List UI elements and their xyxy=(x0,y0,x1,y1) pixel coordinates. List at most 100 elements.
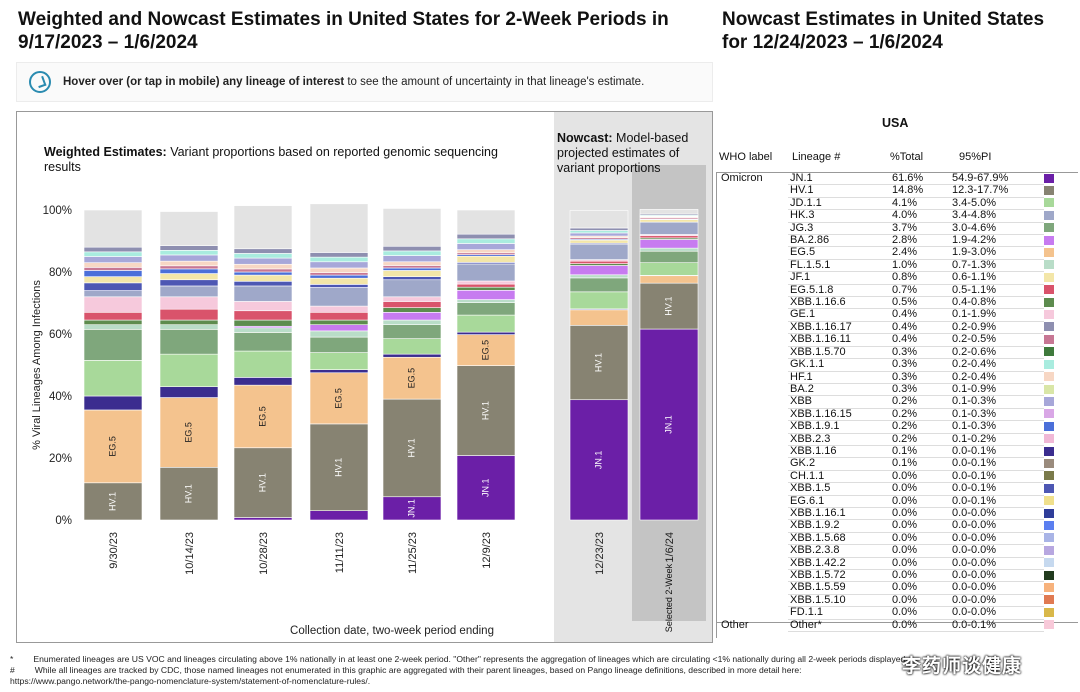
bar-segment[interactable] xyxy=(309,330,369,338)
bar-segment[interactable] xyxy=(639,221,699,235)
bar-segment[interactable] xyxy=(456,302,516,316)
bar-segment[interactable] xyxy=(233,517,293,521)
bar-segment[interactable] xyxy=(569,260,629,264)
bar-segment[interactable] xyxy=(233,253,293,259)
bar-segment[interactable] xyxy=(159,245,219,251)
bar-segment[interactable] xyxy=(309,267,369,273)
bar-segment[interactable] xyxy=(309,284,369,288)
bar-segment[interactable] xyxy=(382,319,442,325)
lineage-row[interactable]: CH.1.1 0.0% 0.0-0.1% xyxy=(718,470,1064,484)
lineage-row[interactable]: JF.1 0.8% 0.6-1.1% xyxy=(718,271,1064,285)
lineage-row[interactable]: FL.1.5.1 1.0% 0.7-1.3% xyxy=(718,259,1064,273)
bar-segment[interactable] xyxy=(382,356,442,400)
bar-segment[interactable] xyxy=(159,308,219,321)
bar-segment[interactable] xyxy=(233,274,293,282)
lineage-row[interactable]: EG.5.1.8 0.7% 0.5-1.1% xyxy=(718,284,1064,298)
bar-segment[interactable] xyxy=(309,510,369,521)
bar-segment[interactable] xyxy=(83,290,143,298)
bar-segment[interactable] xyxy=(569,239,629,244)
lineage-row[interactable]: HK.3 4.0% 3.4-4.8% xyxy=(718,209,1064,223)
bar-segment[interactable] xyxy=(159,268,219,274)
bar-segment[interactable] xyxy=(159,329,219,355)
lineage-row[interactable]: EG.5 2.4% 1.9-3.0% xyxy=(718,247,1064,260)
bar-segment[interactable] xyxy=(83,296,143,313)
bar-segment[interactable] xyxy=(309,319,369,325)
bar-segment[interactable] xyxy=(309,336,369,353)
lineage-row[interactable]: XBB.1.42.2 0.0% 0.0-0.0% xyxy=(718,557,1064,571)
bar-segment[interactable] xyxy=(233,327,293,333)
lineage-row[interactable]: XBB 0.2% 0.1-0.3% xyxy=(718,395,1064,409)
bar-segment[interactable] xyxy=(639,235,699,239)
lineage-row[interactable]: GE.1 0.4% 0.1-1.9% xyxy=(718,309,1064,322)
bar-segment[interactable] xyxy=(639,239,699,249)
bar-segment[interactable] xyxy=(456,238,516,244)
lineage-row[interactable]: XBB.1.9.1 0.2% 0.1-0.3% xyxy=(718,420,1064,434)
bar-segment[interactable] xyxy=(309,369,369,374)
bar-segment[interactable] xyxy=(382,353,442,358)
lineage-row[interactable]: JG.3 3.7% 3.0-4.6% xyxy=(718,222,1064,236)
bar-segment[interactable] xyxy=(569,230,629,234)
bar-segment[interactable] xyxy=(83,360,143,397)
bar-segment[interactable] xyxy=(382,267,442,271)
bar-segment[interactable] xyxy=(382,338,442,355)
bar-segment[interactable] xyxy=(456,263,516,282)
bar-segment[interactable] xyxy=(456,314,516,333)
bar-segment[interactable] xyxy=(456,331,516,335)
bar-segment[interactable] xyxy=(382,296,442,302)
bar-segment[interactable] xyxy=(569,232,629,237)
bar-segment[interactable] xyxy=(83,267,143,271)
bar-segment[interactable] xyxy=(456,255,516,263)
bar-segment[interactable] xyxy=(233,301,293,312)
bar-segment[interactable] xyxy=(309,287,369,307)
lineage-row[interactable]: XBB.1.9.2 0.0% 0.0-0.0% xyxy=(718,519,1064,533)
bar-segment[interactable] xyxy=(456,455,516,521)
bar-segment[interactable] xyxy=(159,353,219,387)
bar-segment[interactable] xyxy=(382,301,442,308)
bar-segment[interactable] xyxy=(159,466,219,521)
lineage-row[interactable]: BA.2 0.3% 0.1-0.9% xyxy=(718,383,1064,397)
lineage-row[interactable]: XBB.1.5.59 0.0% 0.0-0.0% xyxy=(718,582,1064,595)
lineage-row[interactable]: XBB.1.16 0.1% 0.0-0.1% xyxy=(718,445,1064,459)
lineage-row[interactable]: XBB.1.16.15 0.2% 0.1-0.3% xyxy=(718,408,1064,422)
bar-segment[interactable] xyxy=(639,247,699,252)
bar-segment[interactable] xyxy=(159,285,219,298)
selected-period-label[interactable]: Selected 2-Week xyxy=(632,564,706,632)
bar-segment[interactable] xyxy=(639,275,699,284)
bar-segment[interactable] xyxy=(639,262,699,276)
bar-segment[interactable] xyxy=(569,274,629,279)
bar-segment[interactable] xyxy=(159,397,219,468)
bar-segment[interactable] xyxy=(309,261,369,269)
bar-segment[interactable] xyxy=(309,274,369,279)
lineage-row[interactable]: HF.1 0.3% 0.2-0.4% xyxy=(718,371,1064,384)
bar-segment[interactable] xyxy=(456,283,516,288)
bar-segment[interactable] xyxy=(309,423,369,511)
lineage-row[interactable]: Omicron JN.1 61.6% 54.9-67.9% xyxy=(718,172,1064,186)
bar-segment[interactable] xyxy=(639,250,699,263)
lineage-row[interactable]: JD.1.1 4.1% 3.4-5.0% xyxy=(718,197,1064,211)
bar-segment[interactable] xyxy=(233,285,293,302)
bar-segment[interactable] xyxy=(83,409,143,484)
bar-segment[interactable] xyxy=(382,261,442,266)
bar-segment[interactable] xyxy=(569,325,629,401)
bar-segment[interactable] xyxy=(159,260,219,267)
bar-segment[interactable] xyxy=(159,324,219,330)
bar-segment[interactable] xyxy=(159,273,219,281)
bar-segment[interactable] xyxy=(569,399,629,521)
lineage-row[interactable]: XBB.1.16.6 0.5% 0.4-0.8% xyxy=(718,296,1064,310)
bar-segment[interactable] xyxy=(309,311,369,321)
bar-segment[interactable] xyxy=(233,310,293,321)
bar-segment[interactable] xyxy=(83,276,143,284)
bar-segment[interactable] xyxy=(83,324,143,330)
footnote-3[interactable]: https://www.pango.network/the-pango-nome… xyxy=(10,676,371,686)
bar-segment[interactable] xyxy=(382,324,442,339)
bar-segment[interactable] xyxy=(83,395,143,411)
bar-segment[interactable] xyxy=(456,243,516,250)
bar-segment[interactable] xyxy=(309,352,369,370)
bar-segment[interactable] xyxy=(309,252,369,258)
bar-segment[interactable] xyxy=(309,324,369,332)
bar-segment[interactable] xyxy=(159,254,219,262)
bar-segment[interactable] xyxy=(569,243,629,260)
bar-segment[interactable] xyxy=(159,279,219,287)
bar-segment[interactable] xyxy=(569,210,629,229)
bar-segment[interactable] xyxy=(382,270,442,277)
